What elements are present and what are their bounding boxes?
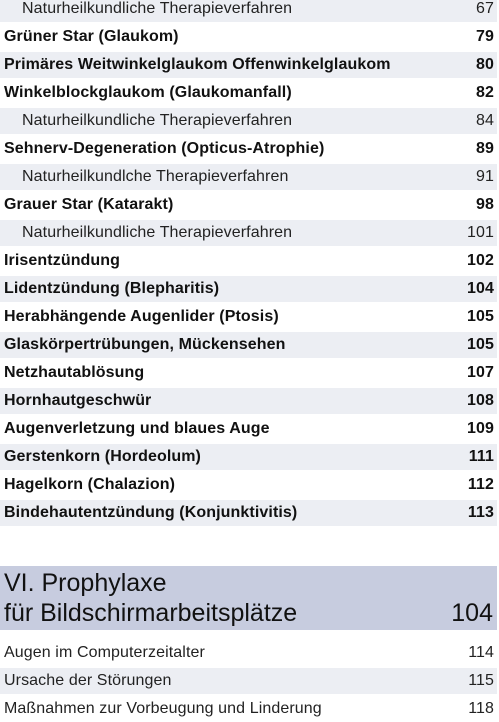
section-heading: VI. Prophylaxe für Bildschirmarbeitsplät… bbox=[0, 566, 497, 630]
toc-entry-title: Irisentzündung bbox=[4, 252, 121, 269]
toc-entry: Augen im Computerzeitalter 114 bbox=[0, 640, 497, 666]
toc-entry-title: Naturheilkundlche Therapieverfahren bbox=[22, 168, 289, 185]
toc-entry-page: 109 bbox=[467, 420, 494, 437]
toc-entry-page: 80 bbox=[476, 56, 494, 73]
toc-entry-page: 105 bbox=[467, 336, 494, 353]
toc-entry: Ursache der Störungen 115 bbox=[0, 668, 497, 694]
toc-entry-title: Grauer Star (Katarakt) bbox=[4, 196, 174, 213]
toc-entry-title: Naturheilkundliche Therapieverfahren bbox=[22, 224, 293, 241]
toc-entry: Glaskörpertrübungen, Mückensehen 105 bbox=[0, 332, 497, 358]
toc-entry: Bindehautentzündung (Konjunktivitis) 113 bbox=[0, 500, 497, 526]
toc-entry-page: 84 bbox=[476, 112, 494, 129]
toc-entry: Naturheilkundliche Therapieverfahren 101 bbox=[0, 220, 497, 246]
toc-entry-page: 111 bbox=[468, 448, 494, 465]
toc-entry: Hornhautgeschwür 108 bbox=[0, 388, 497, 414]
toc-entry: Lidentzündung (Blepharitis) 104 bbox=[0, 276, 497, 302]
toc-entry: Irisentzündung 102 bbox=[0, 248, 497, 274]
toc-entry-title: Glaskörpertrübungen, Mückensehen bbox=[4, 336, 286, 353]
toc-entry-title: Naturheilkundliche Therapieverfahren bbox=[22, 112, 293, 129]
toc-entry: Gerstenkorn (Hordeolum) 111 bbox=[0, 444, 497, 470]
toc-entry: Maßnahmen zur Vorbeugung und Linderung 1… bbox=[0, 696, 497, 722]
toc-entry-page: 82 bbox=[476, 84, 494, 101]
toc-entry: Grüner Star (Glaukom) 79 bbox=[0, 24, 497, 50]
toc-entry: Herabhängende Augenlider (Ptosis) 105 bbox=[0, 304, 497, 330]
toc-entry-title: Winkelblockglaukom (Glaukomanfall) bbox=[4, 84, 292, 101]
toc-entry: Sehnerv-Degeneration (Opticus-Atrophie) … bbox=[0, 136, 497, 162]
toc-entry: Winkelblockglaukom (Glaukomanfall) 82 bbox=[0, 80, 497, 106]
toc-entry-page: 89 bbox=[476, 140, 494, 157]
toc-entry-page: 105 bbox=[467, 308, 494, 325]
toc-entry: Naturheilkundliche Therapieverfahren 67 bbox=[0, 0, 497, 22]
toc-entry-title: Ursache der Störungen bbox=[4, 672, 172, 689]
toc-entry: Netzhautablösung 107 bbox=[0, 360, 497, 386]
toc-entry-page: 67 bbox=[476, 0, 494, 17]
toc-entry-page: 102 bbox=[467, 252, 494, 269]
toc-entry-title: Augen im Computerzeitalter bbox=[4, 644, 205, 661]
toc-entry: Primäres Weitwinkelglaukom Offenwinkelgl… bbox=[0, 52, 497, 78]
toc-entry-page: 101 bbox=[467, 224, 494, 241]
toc-entry-page: 113 bbox=[467, 504, 494, 521]
toc-entry-page: 91 bbox=[476, 168, 494, 185]
toc-entry-title: Naturheilkundliche Therapieverfahren bbox=[22, 0, 293, 17]
toc-entry-title: Hornhautgeschwür bbox=[4, 392, 152, 409]
toc-entry-page: 112 bbox=[467, 476, 494, 493]
toc-entry-title: Sehnerv-Degeneration (Opticus-Atrophie) bbox=[4, 140, 325, 157]
toc-entry-title: Grüner Star (Glaukom) bbox=[4, 28, 179, 45]
toc-entry: Naturheilkundlche Therapieverfahren 91 bbox=[0, 164, 497, 190]
toc-entry-page: 98 bbox=[476, 196, 494, 213]
section-heading-line-2: für Bildschirmarbeitsplätze bbox=[4, 599, 298, 627]
section-heading-page: 104 bbox=[451, 599, 493, 627]
toc-entry: Naturheilkundliche Therapieverfahren 84 bbox=[0, 108, 497, 134]
toc-entry-title: Lidentzündung (Blepharitis) bbox=[4, 280, 220, 297]
toc-entry: Augenverletzung und blaues Auge 109 bbox=[0, 416, 497, 442]
toc-entry-title: Hagelkorn (Chalazion) bbox=[4, 476, 176, 493]
toc-entry: Hagelkorn (Chalazion) 112 bbox=[0, 472, 497, 498]
toc-entry: Grauer Star (Katarakt) 98 bbox=[0, 192, 497, 218]
toc-entry-title: Augenverletzung und blaues Auge bbox=[4, 420, 270, 437]
toc-entry-page: 104 bbox=[467, 280, 494, 297]
toc-entry-page: 108 bbox=[467, 392, 494, 409]
toc-entry-page: 115 bbox=[468, 672, 494, 689]
section-heading-line-1: VI. Prophylaxe bbox=[4, 569, 167, 597]
toc-entry-title: Netzhautablösung bbox=[4, 364, 145, 381]
toc-entry-page: 79 bbox=[476, 28, 494, 45]
toc-entry-title: Bindehautentzündung (Konjunktivitis) bbox=[4, 504, 298, 521]
toc-entry-title: Gerstenkorn (Hordeolum) bbox=[4, 448, 201, 465]
toc-entry-page: 107 bbox=[467, 364, 494, 381]
toc-entry-page: 114 bbox=[468, 644, 494, 661]
toc-entry-page: 118 bbox=[468, 700, 494, 717]
toc-entry-title: Maßnahmen zur Vorbeugung und Linderung bbox=[4, 700, 322, 717]
toc-entry-title: Herabhängende Augenlider (Ptosis) bbox=[4, 308, 279, 325]
toc-entry-title: Primäres Weitwinkelglaukom Offenwinkelgl… bbox=[4, 56, 391, 73]
